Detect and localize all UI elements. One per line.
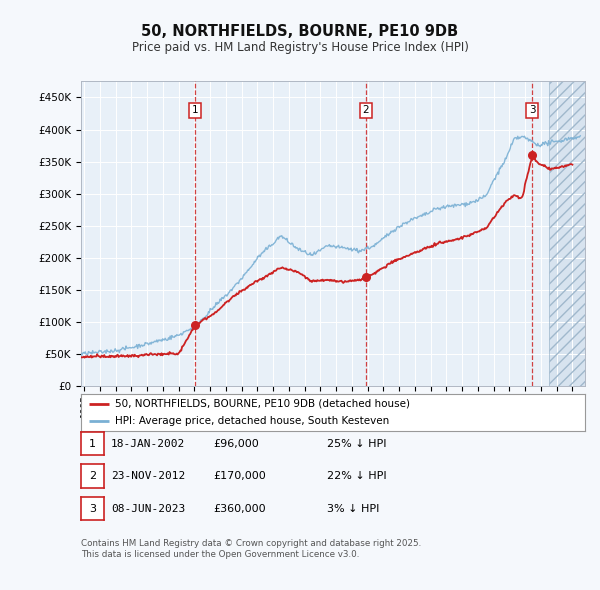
Text: 1: 1 xyxy=(192,106,199,115)
Text: 18-JAN-2002: 18-JAN-2002 xyxy=(111,439,185,448)
Text: £360,000: £360,000 xyxy=(213,504,266,513)
Text: 3: 3 xyxy=(89,504,96,513)
Text: 1: 1 xyxy=(89,439,96,448)
Bar xyxy=(549,81,585,386)
Text: 50, NORTHFIELDS, BOURNE, PE10 9DB: 50, NORTHFIELDS, BOURNE, PE10 9DB xyxy=(142,24,458,38)
Text: 3: 3 xyxy=(529,106,535,115)
Text: This data is licensed under the Open Government Licence v3.0.: This data is licensed under the Open Gov… xyxy=(81,550,359,559)
Text: Price paid vs. HM Land Registry's House Price Index (HPI): Price paid vs. HM Land Registry's House … xyxy=(131,41,469,54)
Text: £96,000: £96,000 xyxy=(213,439,259,448)
Text: 08-JUN-2023: 08-JUN-2023 xyxy=(111,504,185,513)
Text: 23-NOV-2012: 23-NOV-2012 xyxy=(111,471,185,481)
Text: £170,000: £170,000 xyxy=(213,471,266,481)
Text: 2: 2 xyxy=(362,106,370,115)
Text: 50, NORTHFIELDS, BOURNE, PE10 9DB (detached house): 50, NORTHFIELDS, BOURNE, PE10 9DB (detac… xyxy=(115,399,410,409)
Text: Contains HM Land Registry data © Crown copyright and database right 2025.: Contains HM Land Registry data © Crown c… xyxy=(81,539,421,548)
Bar xyxy=(549,81,585,386)
Text: HPI: Average price, detached house, South Kesteven: HPI: Average price, detached house, Sout… xyxy=(115,416,389,426)
Text: 2: 2 xyxy=(89,471,96,481)
Text: 22% ↓ HPI: 22% ↓ HPI xyxy=(327,471,386,481)
Text: 25% ↓ HPI: 25% ↓ HPI xyxy=(327,439,386,448)
Text: 3% ↓ HPI: 3% ↓ HPI xyxy=(327,504,379,513)
